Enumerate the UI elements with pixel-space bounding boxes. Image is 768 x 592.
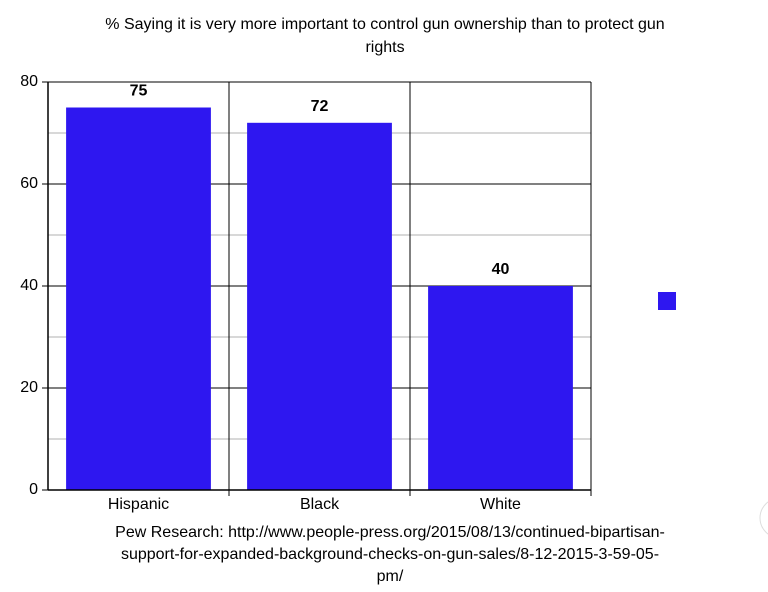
legend-swatch (658, 292, 676, 310)
y-tick-label: 60 (20, 175, 38, 192)
scroll-handle (759, 501, 768, 535)
x-tick-label: Black (300, 496, 340, 513)
bar (66, 107, 211, 490)
x-tick-label: Hispanic (108, 496, 169, 513)
data-label: 72 (311, 98, 329, 115)
y-tick-label: 20 (20, 379, 38, 396)
bar (247, 122, 392, 491)
y-tick-label: 40 (20, 277, 38, 294)
x-tick-label: White (480, 496, 521, 513)
data-label: 75 (130, 83, 148, 100)
source-note: Pew Research: http://www.people-press.or… (115, 524, 665, 585)
bar (428, 286, 573, 490)
data-label: 40 (492, 261, 510, 278)
y-tick-label: 80 (20, 73, 38, 90)
chart-title: % Saying it is very more important to co… (105, 16, 665, 56)
y-tick-label: 0 (29, 481, 38, 498)
